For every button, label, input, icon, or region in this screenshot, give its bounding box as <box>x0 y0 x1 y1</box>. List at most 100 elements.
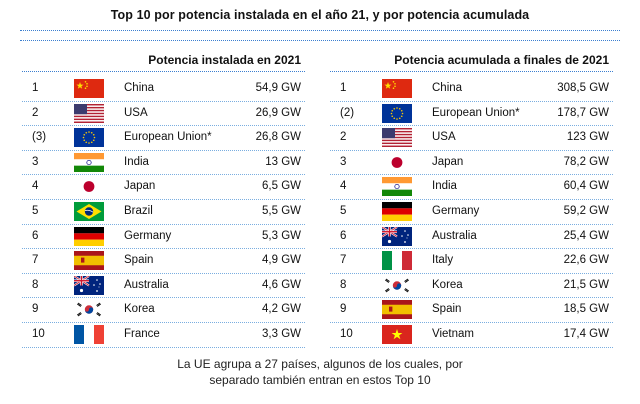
country-name: China <box>432 82 463 94</box>
page-title: Top 10 por potencia instalada en el año … <box>110 8 530 22</box>
germany-flag-icon <box>382 201 412 221</box>
capacity-value: 4,2 GW <box>262 303 301 316</box>
table-row: 8 Korea 21,5 GW <box>330 274 613 299</box>
korea-flag-icon <box>382 275 412 295</box>
title-divider-lower <box>20 40 620 41</box>
capacity-value: 308,5 GW <box>557 82 609 94</box>
germany-flag-icon <box>74 226 104 246</box>
country-name: Spain <box>124 254 154 267</box>
table-row: 7 Spain 4,9 GW <box>22 249 305 274</box>
rank-label: 4 <box>340 180 347 193</box>
rank-label: 6 <box>32 229 39 242</box>
china-flag-icon <box>74 79 104 98</box>
rank-label: 1 <box>340 82 347 94</box>
country-name: USA <box>124 106 148 119</box>
table-row: 1 China 54,9 GW <box>22 77 305 102</box>
usa-flag-icon <box>74 103 104 123</box>
table-row: 1 China 308,5 GW <box>330 77 613 102</box>
capacity-value: 60,4 GW <box>563 180 609 193</box>
rank-label: 10 <box>32 327 45 340</box>
table-heading: Potencia acumulada a finales de 2021 <box>330 50 613 72</box>
capacity-value: 3,3 GW <box>262 327 301 340</box>
vietnam-flag-icon <box>382 324 412 344</box>
capacity-value: 18,5 GW <box>563 303 609 316</box>
table-heading: Potencia instalada en 2021 <box>22 50 305 72</box>
table-row: 2 USA 26,9 GW <box>22 102 305 127</box>
table-row: 3 India 13 GW <box>22 151 305 176</box>
rank-label: 1 <box>32 82 39 94</box>
usa-flag-icon <box>382 128 412 148</box>
capacity-value: 26,9 GW <box>255 106 301 119</box>
spain-flag-icon <box>382 300 412 320</box>
rank-label: 9 <box>340 303 347 316</box>
rank-label: 2 <box>32 106 39 119</box>
country-name: China <box>124 82 155 94</box>
capacity-value: 54,9 GW <box>255 82 301 94</box>
title-divider <box>20 30 620 31</box>
rank-label: 2 <box>340 131 347 144</box>
country-name: Australia <box>432 229 477 242</box>
table-rows: 1 China 308,5 GW (2) European Union* 178,7 GW… <box>330 77 613 348</box>
rank-label: 8 <box>340 278 347 291</box>
table-row: 2 USA 123 GW <box>330 126 613 151</box>
rank-label: (2) <box>340 106 355 119</box>
japan-flag-icon <box>382 152 412 172</box>
table-row: 10 France 3,3 GW <box>22 323 305 348</box>
capacity-value: 4,6 GW <box>262 278 301 291</box>
china-flag-icon <box>382 79 412 98</box>
table-row: 10 Vietnam 17,4 GW <box>330 323 613 348</box>
india-flag-icon <box>382 177 412 197</box>
rank-label: 9 <box>32 303 39 316</box>
country-name: USA <box>432 131 456 144</box>
capacity-value: 78,2 GW <box>563 155 609 168</box>
country-name: India <box>432 180 457 193</box>
table-row: 6 Germany 5,3 GW <box>22 225 305 250</box>
country-name: European Union* <box>124 131 212 144</box>
footnote-line: separado también entran en estos Top 10 <box>209 373 431 387</box>
capacity-value: 17,4 GW <box>563 327 609 340</box>
country-name: Korea <box>432 278 463 291</box>
country-name: European Union* <box>432 106 520 119</box>
australia-flag-icon <box>382 226 412 246</box>
rank-label: 7 <box>32 254 39 267</box>
rank-label: (3) <box>32 131 47 144</box>
country-name: India <box>124 155 149 168</box>
australia-flag-icon <box>74 275 104 295</box>
capacity-value: 123 GW <box>566 131 609 144</box>
eu-flag-icon <box>74 128 104 148</box>
capacity-value: 13 GW <box>265 155 301 168</box>
country-name: Italy <box>432 254 454 267</box>
table-row: 5 Brazil 5,5 GW <box>22 200 305 225</box>
rank-label: 5 <box>32 204 39 217</box>
capacity-value: 6,5 GW <box>262 180 301 193</box>
table-row: 5 Germany 59,2 GW <box>330 200 613 225</box>
capacity-value: 4,9 GW <box>262 254 301 267</box>
capacity-value: 26,8 GW <box>255 131 301 144</box>
cumulative-2021-table: Potencia acumulada a finales de 2021 1 Ch… <box>330 50 613 348</box>
installed-2021-table: Potencia instalada en 2021 1 China 54,9 GW… <box>22 50 305 348</box>
country-name: Japan <box>124 180 156 193</box>
table-row: 6 Australia 25,4 GW <box>330 225 613 250</box>
capacity-value: 178,7 GW <box>557 106 609 119</box>
capacity-value: 5,5 GW <box>262 204 301 217</box>
rank-label: 5 <box>340 204 347 217</box>
country-name: Australia <box>124 278 169 291</box>
brazil-flag-icon <box>74 201 104 221</box>
country-name: Germany <box>432 204 480 217</box>
korea-flag-icon <box>74 300 104 320</box>
country-name: Brazil <box>124 204 153 217</box>
rank-label: 8 <box>32 278 39 291</box>
capacity-value: 22,6 GW <box>563 254 609 267</box>
capacity-value: 25,4 GW <box>563 229 609 242</box>
table-row: 9 Spain 18,5 GW <box>330 298 613 323</box>
france-flag-icon <box>74 324 104 344</box>
rank-label: 6 <box>340 229 347 242</box>
rank-label: 10 <box>340 327 353 340</box>
country-name: Korea <box>124 303 155 316</box>
rank-label: 3 <box>32 155 39 168</box>
country-name: France <box>124 327 160 340</box>
spain-flag-icon <box>74 251 104 271</box>
table-row: (3) European Union* 26,8 GW <box>22 126 305 151</box>
table-rows: 1 China 54,9 GW 2 USA 26,9 GW (3) European Unio… <box>22 77 305 348</box>
